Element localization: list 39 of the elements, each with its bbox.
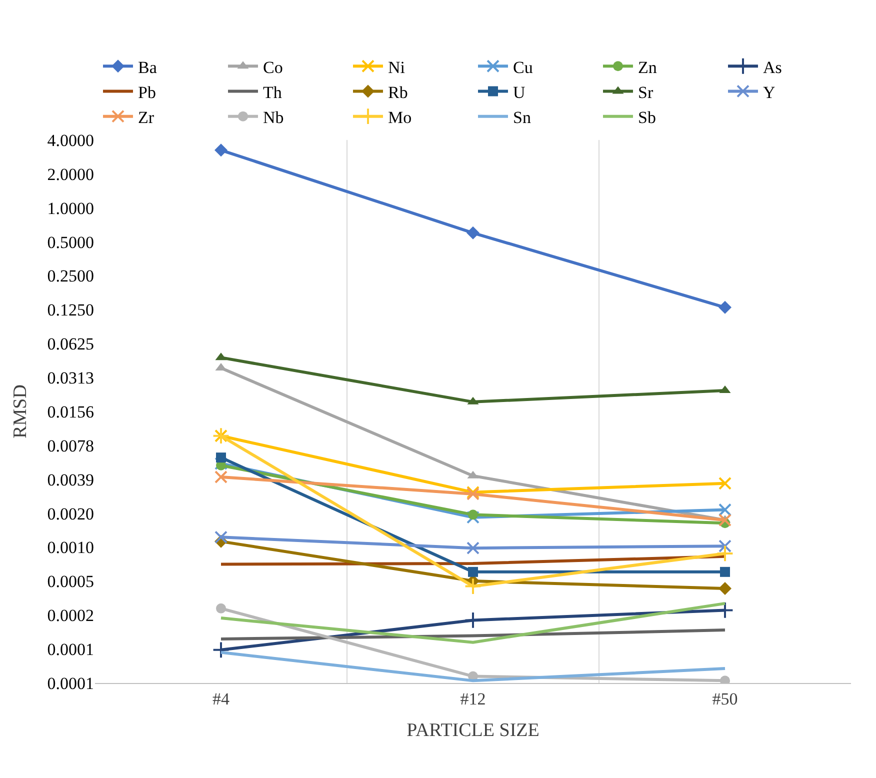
y-tick-label: 0.0156: [47, 402, 94, 422]
legend-label: Cu: [513, 58, 534, 77]
y-axis-title: RMSD: [10, 384, 32, 438]
legend-label: Mo: [388, 108, 412, 127]
legend-label: As: [763, 58, 782, 77]
y-tick-label: 0.0001: [47, 674, 94, 693]
legend-label: Sn: [513, 108, 532, 127]
x-axis-title: PARTICLE SIZE: [406, 720, 540, 742]
legend-label: Ni: [388, 58, 406, 77]
y-tick-label: 0.0010: [47, 538, 94, 558]
legend-label: Ba: [138, 58, 158, 77]
x-tick-label: #4: [212, 689, 230, 708]
legend-label: Pb: [138, 82, 156, 102]
legend-label: U: [513, 82, 526, 102]
legend-label: Zn: [638, 58, 658, 77]
y-tick-label: 0.0001: [47, 640, 94, 660]
y-tick-label: 0.0313: [47, 368, 94, 388]
legend-label: Sb: [638, 108, 656, 127]
y-tick-label: 0.0078: [47, 436, 94, 456]
y-tick-label: 2.0000: [47, 164, 94, 184]
legend-label: Co: [263, 58, 283, 77]
y-tick-label: 0.2500: [47, 266, 94, 286]
legend-label: Zr: [138, 108, 154, 127]
x-tick-label: #50: [712, 689, 738, 708]
y-tick-label: 0.0625: [47, 334, 94, 354]
legend-label: Sr: [638, 82, 654, 102]
legend-label: Nb: [263, 108, 284, 127]
y-tick-label: 0.1250: [47, 300, 94, 320]
x-tick-label: #12: [460, 689, 486, 708]
y-tick-label: 0.0005: [47, 572, 94, 592]
legend-label: Th: [263, 82, 282, 102]
y-tick-label: 0.0020: [47, 504, 94, 524]
legend-label: Y: [763, 82, 776, 102]
y-tick-label: 4.0000: [47, 130, 94, 150]
y-tick-label: 0.0002: [47, 606, 94, 626]
legend-label: Rb: [388, 82, 408, 102]
y-tick-label: 1.0000: [47, 198, 94, 218]
y-tick-label: 0.0039: [47, 470, 94, 490]
y-tick-label: 0.5000: [47, 232, 94, 252]
